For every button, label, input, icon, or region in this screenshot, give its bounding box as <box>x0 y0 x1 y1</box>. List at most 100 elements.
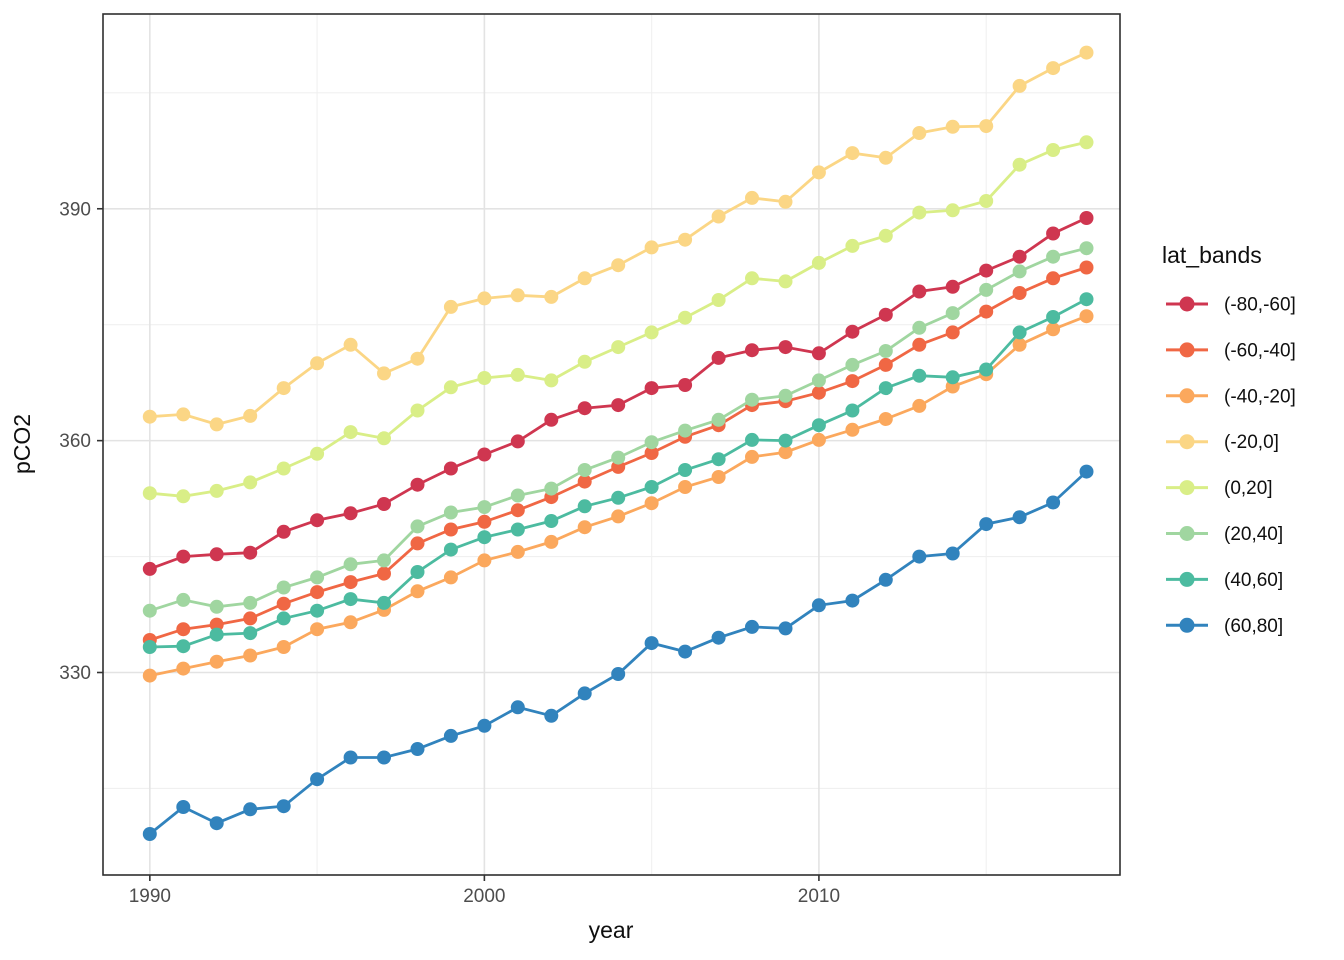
legend-key-point <box>1179 342 1195 358</box>
data-point <box>1012 286 1027 300</box>
data-point <box>477 447 492 462</box>
data-point <box>711 293 726 307</box>
legend-item-5: (20,40] <box>1166 524 1283 545</box>
data-point <box>176 489 191 504</box>
data-point <box>142 603 157 618</box>
data-point <box>878 344 893 358</box>
data-point <box>577 520 592 535</box>
data-point <box>377 366 391 381</box>
series-0 <box>142 211 1094 576</box>
data-point <box>644 636 659 651</box>
legend-key-point <box>1179 526 1195 541</box>
data-point <box>410 519 425 534</box>
data-point <box>209 417 224 432</box>
data-point <box>845 146 860 161</box>
data-point <box>510 700 525 715</box>
data-point <box>845 403 860 418</box>
data-point <box>611 258 626 273</box>
data-point <box>845 238 860 253</box>
data-point <box>878 150 893 165</box>
data-point <box>1079 135 1094 150</box>
data-point <box>343 506 358 521</box>
data-point <box>577 354 592 369</box>
data-point <box>1079 464 1094 479</box>
data-point <box>1046 249 1061 264</box>
data-point <box>811 385 826 400</box>
data-point <box>678 480 693 494</box>
data-point <box>945 306 960 321</box>
legend-item-label: (-20,0] <box>1224 432 1279 453</box>
data-point <box>377 595 391 610</box>
data-point <box>243 626 258 641</box>
x-tick-label-2010: 2010 <box>798 886 840 907</box>
legend-title: lat_bands <box>1162 242 1262 268</box>
data-point <box>544 708 559 723</box>
data-point <box>310 446 325 461</box>
data-point <box>979 304 994 319</box>
axis-tick-labels: 1990 2000 2010 330 360 390 <box>59 199 840 907</box>
data-point <box>410 477 425 492</box>
data-point <box>611 667 626 681</box>
data-point <box>678 423 693 438</box>
data-point <box>711 412 726 427</box>
panel-border <box>102 13 1121 876</box>
legend-item-label: (20,40] <box>1224 524 1283 545</box>
data-point <box>343 557 358 572</box>
data-point <box>209 627 224 642</box>
legend-key-point <box>1179 480 1195 496</box>
data-point <box>142 409 157 424</box>
y-tick-label-390: 390 <box>59 199 91 220</box>
data-point <box>979 362 994 377</box>
legend-item-2: (-40,-20] <box>1166 386 1296 407</box>
data-point <box>209 599 224 614</box>
data-point <box>1079 45 1094 60</box>
data-point <box>343 592 358 607</box>
legend-key-point <box>1179 296 1195 312</box>
data-point <box>878 572 893 587</box>
data-point <box>243 475 258 490</box>
legend-key-point <box>1179 434 1195 450</box>
legend-item-label: (60,80] <box>1224 616 1283 637</box>
data-point <box>544 412 559 427</box>
data-point <box>243 802 258 817</box>
data-point <box>711 452 726 467</box>
data-point <box>343 615 358 630</box>
data-point <box>678 378 693 392</box>
data-point <box>811 432 826 447</box>
data-point <box>377 750 391 765</box>
data-point <box>510 503 525 518</box>
y-tick-label-360: 360 <box>59 431 91 452</box>
data-point <box>1012 510 1027 525</box>
data-point <box>745 449 759 464</box>
data-point <box>142 827 157 841</box>
data-point <box>845 593 860 608</box>
data-point <box>644 446 659 460</box>
data-point <box>811 255 826 270</box>
data-point <box>611 340 626 355</box>
data-point <box>343 425 358 440</box>
data-point <box>443 380 458 395</box>
data-point <box>176 622 191 637</box>
data-point <box>209 654 224 669</box>
data-point <box>878 357 893 372</box>
data-point <box>778 274 793 289</box>
data-point <box>243 595 258 610</box>
data-point <box>611 450 626 465</box>
data-point <box>945 279 960 294</box>
data-point <box>1046 322 1061 337</box>
legend-item-6: (40,60] <box>1166 570 1283 591</box>
series-2 <box>142 309 1094 683</box>
data-point <box>477 530 492 545</box>
data-point <box>1079 241 1094 256</box>
data-point <box>276 611 291 626</box>
data-point <box>510 522 525 537</box>
data-point <box>443 505 458 520</box>
series-6 <box>142 292 1094 654</box>
panel-background <box>103 14 1120 875</box>
data-point <box>477 500 492 515</box>
data-point <box>878 412 893 426</box>
series-7 <box>142 464 1094 841</box>
data-point <box>1012 264 1027 279</box>
legend-item-0: (-80,-60] <box>1166 295 1296 316</box>
